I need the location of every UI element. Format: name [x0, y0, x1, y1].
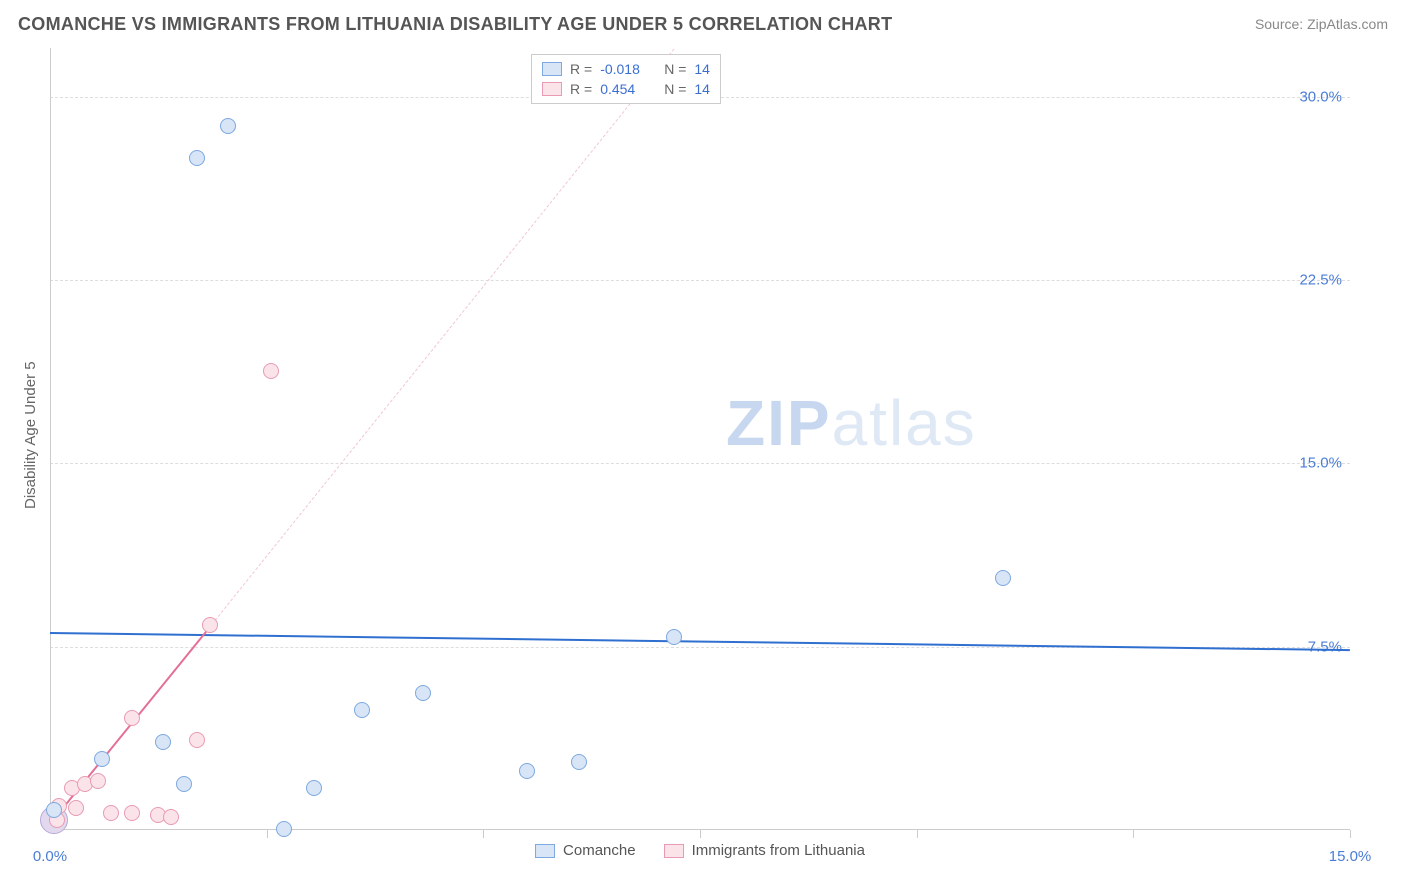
y-tick-label: 22.5% — [1299, 272, 1342, 289]
data-point-lithuania — [124, 710, 140, 726]
x-tick-mark — [917, 830, 918, 838]
data-point-comanche — [415, 685, 431, 701]
x-tick-mark — [700, 830, 701, 838]
legend-swatch — [542, 62, 562, 76]
stats-row-comanche: R =-0.018N =14 — [542, 59, 710, 79]
gridline — [50, 280, 1350, 281]
trend-line-dashed — [214, 48, 674, 620]
stats-legend: R =-0.018N =14R =0.454N =14 — [531, 54, 721, 104]
legend-item-lithuania: Immigrants from Lithuania — [664, 842, 865, 859]
trend-line — [50, 632, 1350, 651]
data-point-lithuania — [202, 617, 218, 633]
x-tick-label: 0.0% — [33, 848, 67, 865]
watermark: ZIPatlas — [726, 386, 977, 460]
x-tick-mark — [483, 830, 484, 838]
data-point-lithuania — [124, 805, 140, 821]
data-point-comanche — [94, 751, 110, 767]
series-legend: Comanche Immigrants from Lithuania — [535, 842, 865, 859]
x-tick-mark — [267, 830, 268, 838]
data-point-lithuania — [163, 809, 179, 825]
chart-plot-area: 7.5%15.0%22.5%30.0%0.0%15.0%ZIPatlasR =-… — [50, 48, 1350, 830]
data-point-comanche — [155, 734, 171, 750]
data-point-comanche — [354, 702, 370, 718]
data-point-comanche — [571, 754, 587, 770]
data-point-comanche — [189, 150, 205, 166]
legend-label: Immigrants from Lithuania — [692, 842, 865, 859]
x-tick-label: 15.0% — [1329, 848, 1372, 865]
legend-swatch — [535, 844, 555, 858]
data-point-lithuania — [263, 363, 279, 379]
x-tick-mark — [1350, 830, 1351, 838]
data-point-comanche — [276, 821, 292, 837]
y-tick-label: 30.0% — [1299, 88, 1342, 105]
data-point-comanche — [306, 780, 322, 796]
data-point-comanche — [46, 802, 62, 818]
source-prefix: Source: — [1255, 16, 1307, 32]
data-point-lithuania — [90, 773, 106, 789]
legend-swatch — [542, 82, 562, 96]
source-attribution: Source: ZipAtlas.com — [1255, 16, 1388, 32]
data-point-lithuania — [68, 800, 84, 816]
legend-label: Comanche — [563, 842, 636, 859]
source-name: ZipAtlas.com — [1307, 16, 1388, 32]
data-point-comanche — [176, 776, 192, 792]
data-point-comanche — [220, 118, 236, 134]
data-point-comanche — [666, 629, 682, 645]
legend-swatch — [664, 844, 684, 858]
chart-title: COMANCHE VS IMMIGRANTS FROM LITHUANIA DI… — [18, 14, 892, 35]
y-tick-label: 15.0% — [1299, 455, 1342, 472]
data-point-lithuania — [189, 732, 205, 748]
y-axis-line — [50, 48, 51, 830]
x-tick-mark — [1133, 830, 1134, 838]
gridline — [50, 463, 1350, 464]
y-tick-label: 7.5% — [1308, 638, 1342, 655]
stats-row-lithuania: R =0.454N =14 — [542, 79, 710, 99]
data-point-comanche — [519, 763, 535, 779]
y-axis-label: Disability Age Under 5 — [22, 361, 39, 509]
data-point-comanche — [995, 570, 1011, 586]
legend-item-comanche: Comanche — [535, 842, 636, 859]
data-point-lithuania — [103, 805, 119, 821]
